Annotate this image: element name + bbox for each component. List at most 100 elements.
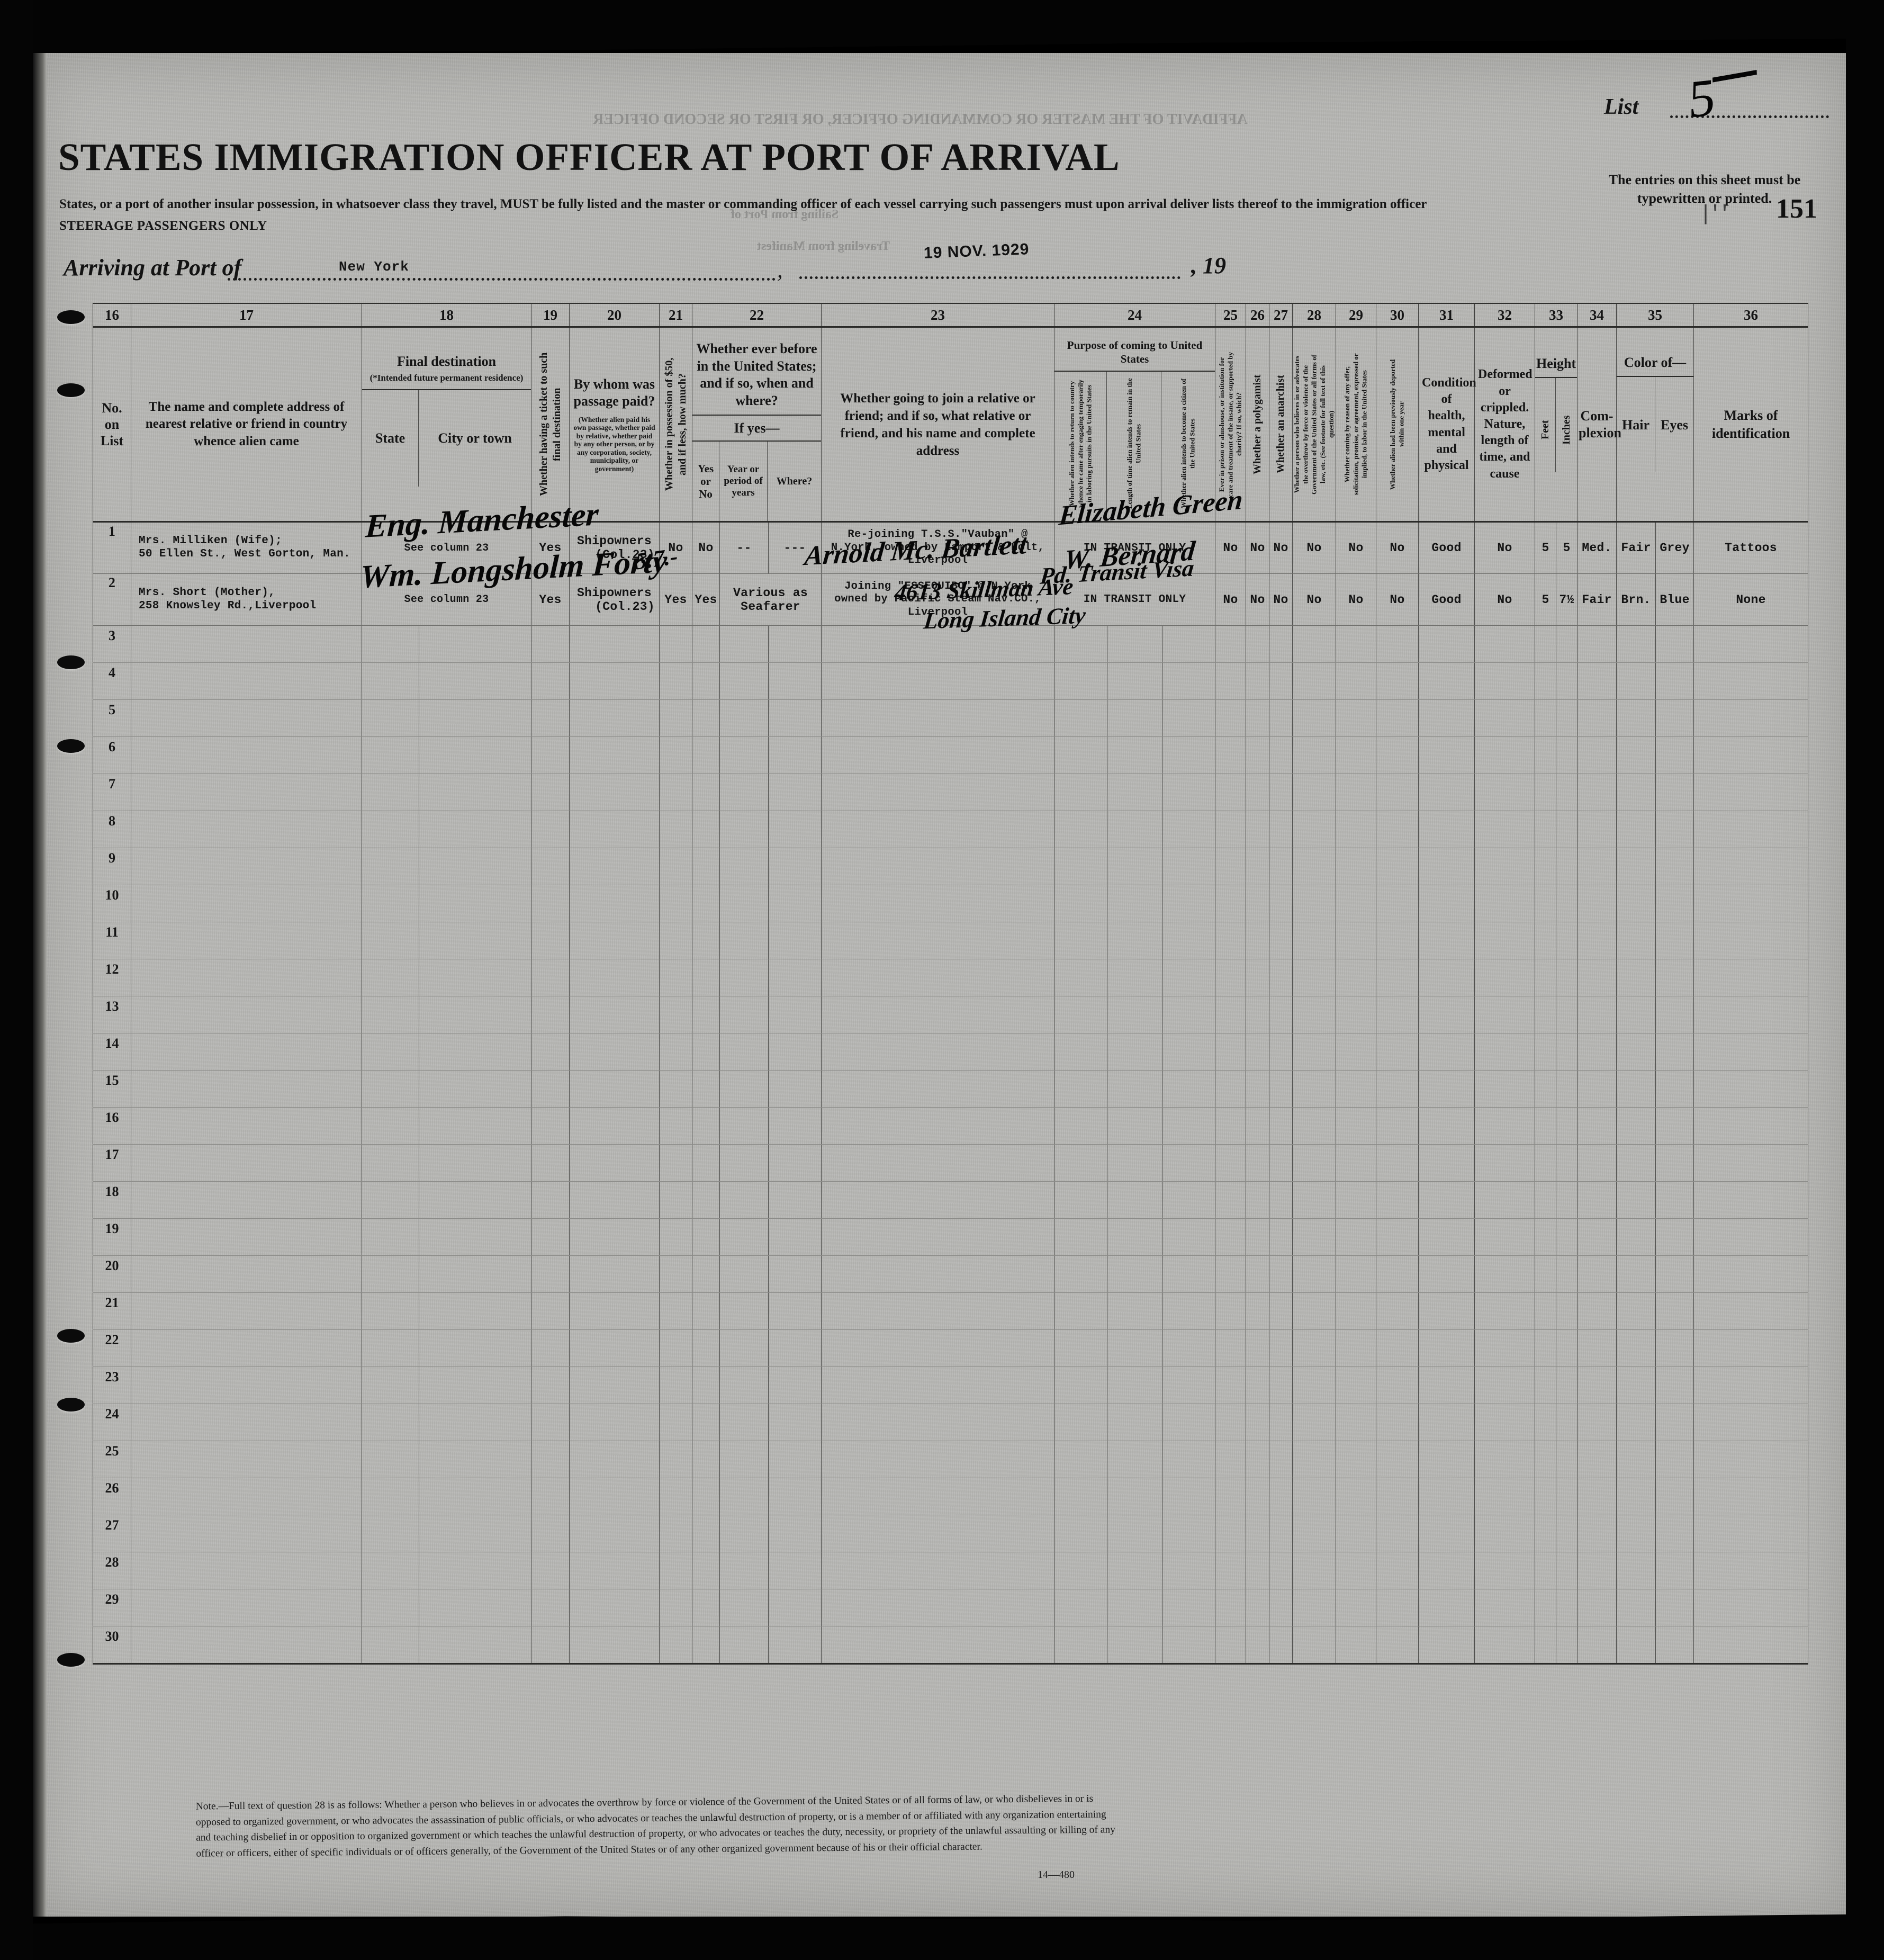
table-cell: [821, 1070, 1055, 1108]
punch-hole: [57, 655, 85, 669]
table-cell: [1054, 1292, 1108, 1330]
table-cell: [1107, 625, 1163, 663]
table-cell: [821, 1515, 1055, 1553]
table-cell: [1162, 848, 1216, 886]
table-cell: [1577, 1478, 1617, 1516]
table-cell: [1655, 1515, 1694, 1553]
table-row: 15: [93, 1070, 1809, 1108]
table-cell: [1336, 848, 1377, 886]
header-c20-sub: (Whether alien paid his own passage, whe…: [573, 415, 655, 473]
table-cell: [1162, 1366, 1216, 1405]
table-cell: [1376, 922, 1419, 960]
cell-eyes: Blue: [1655, 573, 1694, 626]
table-cell: [659, 885, 692, 923]
table-cell: [1215, 1329, 1247, 1368]
cell-before-year: --: [719, 522, 769, 574]
table-cell: [1292, 996, 1337, 1034]
table-cell: [1376, 1515, 1419, 1553]
row-number: 11: [93, 922, 131, 960]
table-cell: [1054, 736, 1108, 775]
table-cell: [131, 662, 362, 700]
table-cell: [531, 1292, 570, 1330]
table-cell: [1336, 1589, 1377, 1627]
table-cell: [1269, 1404, 1293, 1442]
table-cell: [1292, 774, 1337, 812]
cell-before-yesno: No: [692, 522, 720, 574]
table-cell: [1577, 662, 1617, 700]
table-cell: [131, 1218, 362, 1256]
row-number: 8: [93, 811, 131, 849]
cell-relative: Mrs. Milliken (Wife); 50 Ellen St., West…: [131, 522, 362, 574]
table-cell: [1162, 1070, 1216, 1108]
table-cell: [1246, 959, 1270, 997]
table-cell: [362, 1329, 419, 1368]
table-cell: [1616, 848, 1656, 886]
table-cell: [1292, 922, 1337, 960]
table-cell: [1474, 1218, 1536, 1256]
table-cell: [419, 1366, 531, 1405]
table-cell: [1418, 736, 1475, 775]
row-number: 25: [93, 1441, 131, 1479]
table-cell: [419, 662, 531, 700]
cell-c25: No: [1215, 573, 1247, 626]
table-cell: [1107, 848, 1163, 886]
table-cell: [362, 736, 419, 775]
table-row: 9: [93, 848, 1809, 886]
table-cell: [531, 1626, 570, 1665]
table-cell: [1535, 885, 1557, 923]
table-cell: [1693, 848, 1809, 886]
table-cell: [768, 736, 822, 775]
table-cell: [1336, 1478, 1377, 1516]
port-dotted-rule: [228, 278, 776, 281]
table-cell: [531, 699, 570, 738]
table-cell: [719, 1552, 769, 1590]
table-cell: [768, 1366, 822, 1405]
table-cell: [1292, 1478, 1337, 1516]
table-cell: [1054, 922, 1108, 960]
header-c28-text: Whether a person who believes in or advo…: [1292, 354, 1335, 495]
cell-paid-by: Shipowners (Col.23): [569, 573, 660, 626]
table-cell: [1292, 1366, 1337, 1405]
table-cell: [692, 1144, 720, 1182]
before-where: Seafarer: [741, 599, 800, 614]
table-cell: [1162, 811, 1216, 849]
table-cell: [1336, 811, 1377, 849]
table-cell: [719, 1181, 769, 1219]
table-cell: [131, 1589, 362, 1627]
table-cell: [1655, 1292, 1694, 1330]
table-cell: [1577, 848, 1617, 886]
table-cell: [1246, 885, 1270, 923]
table-cell: [1246, 1366, 1270, 1405]
table-cell: [1556, 625, 1578, 663]
table-cell: [821, 1441, 1055, 1479]
table-cell: [768, 848, 822, 886]
table-cell: [1269, 1107, 1293, 1145]
table-cell: [1556, 1366, 1578, 1405]
table-cell: [1693, 996, 1809, 1034]
footnote-question-28: Note.—Full text of question 28 is as fol…: [195, 1793, 1116, 1859]
arriving-at-port-label: Arriving at Port of: [64, 255, 242, 281]
table-cell: [1054, 662, 1108, 700]
table-cell: [362, 811, 419, 849]
table-cell: [1269, 699, 1293, 738]
table-cell: [131, 1144, 362, 1182]
table-cell: [1577, 959, 1617, 997]
table-cell: [1162, 1033, 1216, 1071]
table-cell: [1556, 1552, 1578, 1590]
table-cell: [1693, 736, 1809, 775]
table-cell: [1556, 1144, 1578, 1182]
table-row: 6: [93, 736, 1809, 775]
table-cell: [1418, 662, 1475, 700]
row-number: 6: [93, 736, 131, 775]
header-c33: Height Feet Inches: [1535, 326, 1578, 523]
table-cell: [1215, 1589, 1247, 1627]
cell-fifty-dollars: Yes: [659, 573, 692, 626]
year-prefix: , 19: [1191, 253, 1226, 278]
table-cell: [131, 1292, 362, 1330]
table-cell: [1269, 736, 1293, 775]
table-cell: [1616, 625, 1656, 663]
table-row: 26: [93, 1478, 1809, 1516]
table-cell: [1162, 1515, 1216, 1553]
table-cell: [1292, 1144, 1337, 1182]
row-number: 19: [93, 1218, 131, 1256]
